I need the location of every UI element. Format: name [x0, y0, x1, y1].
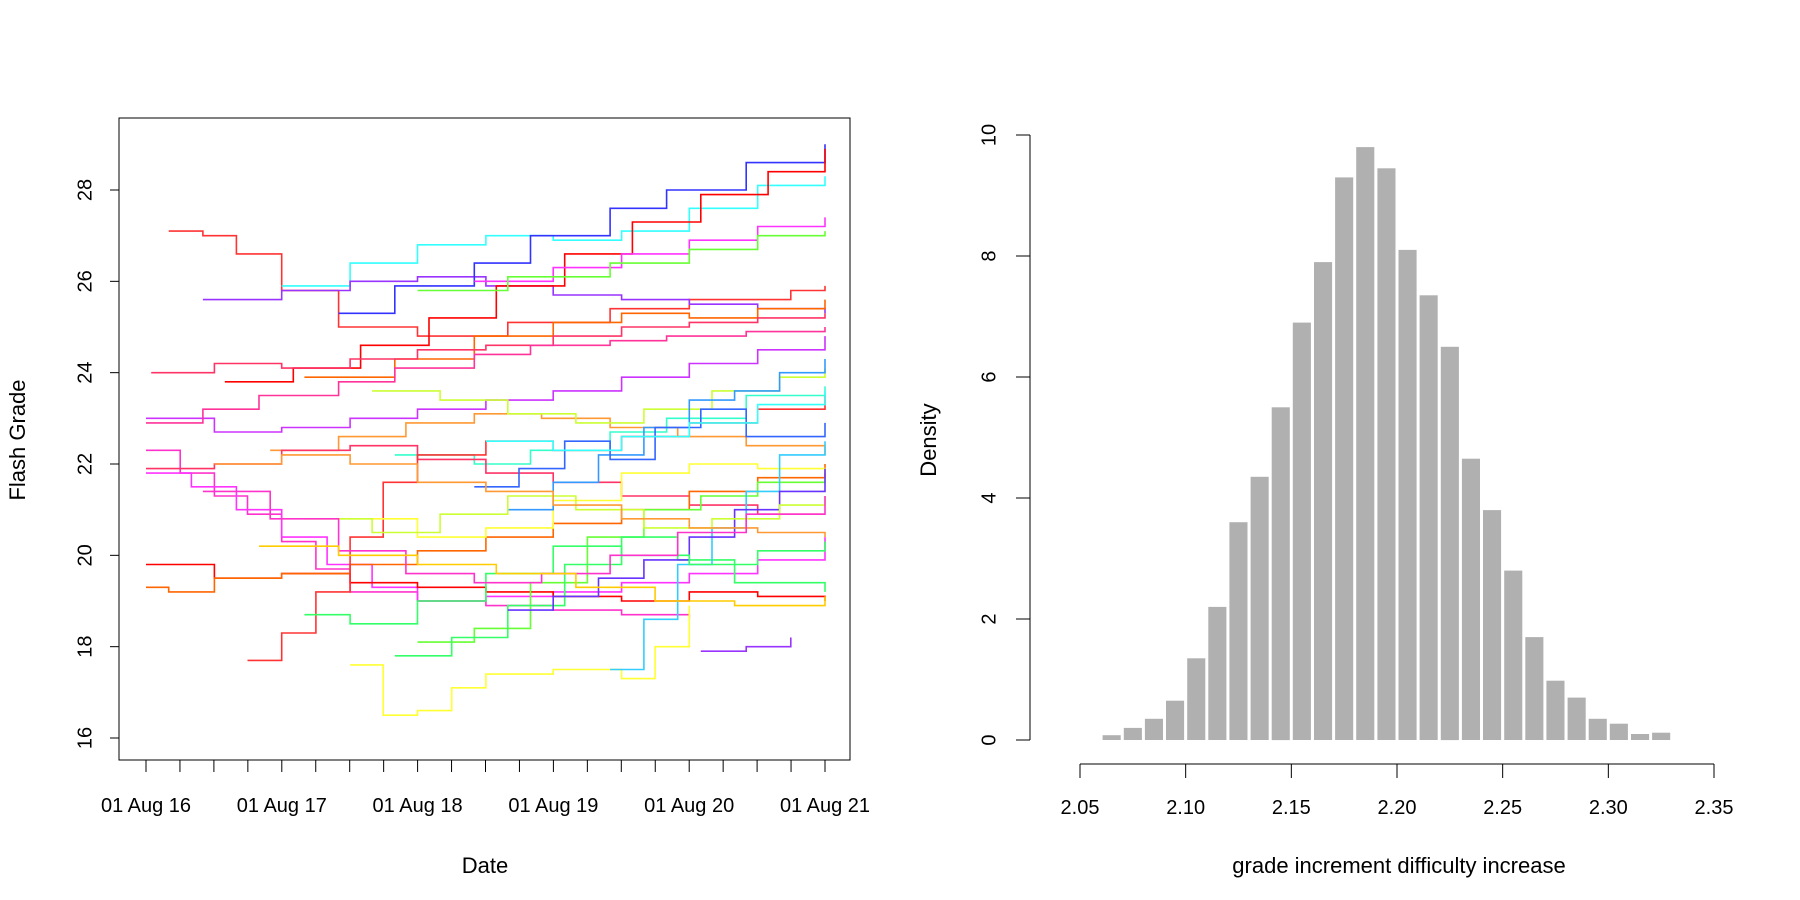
x-tick-label: 01 Aug 19 — [508, 795, 598, 817]
histogram-bar — [1398, 249, 1417, 740]
series-line-22 — [338, 463, 826, 538]
histogram-bar — [1588, 718, 1607, 740]
series-line-12 — [270, 413, 826, 455]
y-tick-label: 28 — [74, 179, 96, 201]
series-line-3 — [202, 276, 826, 314]
x-tick-label: 2.20 — [1378, 797, 1417, 819]
series-line-1 — [168, 230, 826, 337]
y-tick-label: 16 — [74, 727, 96, 749]
y-axis-label: Flash Grade — [5, 379, 30, 500]
histogram-bar — [1504, 570, 1523, 740]
histogram-bar — [1483, 510, 1502, 740]
series-line-24 — [394, 536, 826, 657]
y-tick-label: 20 — [74, 544, 96, 566]
y-axis: 0 2 4 6 8 10 — [978, 124, 1031, 746]
histogram-bar — [1250, 476, 1269, 740]
series-line-33 — [700, 637, 792, 652]
x-tick-label: 2.10 — [1166, 797, 1205, 819]
x-tick-label: 2.05 — [1061, 797, 1100, 819]
x-tick-label: 01 Aug 16 — [101, 795, 191, 817]
series-line-26 — [507, 359, 826, 511]
series-line-5 — [224, 148, 826, 383]
histogram-bar — [1419, 295, 1438, 740]
histogram-bar — [1123, 727, 1142, 740]
histogram-bar — [1525, 637, 1544, 740]
histogram-bar — [1208, 606, 1227, 740]
x-axis-label: grade increment difficulty increase — [1232, 853, 1565, 878]
y-tick-label: 26 — [74, 270, 96, 292]
histogram-bar — [1187, 658, 1206, 740]
histogram-bar — [1271, 407, 1290, 741]
histogram-bar — [1335, 177, 1354, 740]
y-tick-label: 10 — [978, 124, 1000, 146]
series-line-9 — [151, 313, 826, 374]
histogram-bar — [1631, 734, 1650, 740]
histogram-bar — [1546, 680, 1565, 740]
x-tick-label: 01 Aug 20 — [644, 795, 734, 817]
series-line-32 — [485, 390, 826, 452]
y-tick-label: 6 — [978, 371, 1000, 382]
y-tick-label: 0 — [978, 734, 1000, 745]
series-lines — [146, 144, 826, 716]
histogram-bar — [1440, 346, 1459, 741]
series-line-19 — [146, 464, 826, 593]
histogram-bar — [1461, 458, 1480, 740]
y-tick-label: 8 — [978, 250, 1000, 261]
histogram-bar — [1229, 522, 1248, 740]
y-tick-label: 24 — [74, 362, 96, 384]
x-axis: 01 Aug 16 01 Aug 17 01 Aug 18 01 Aug 19 01 A… — [101, 759, 870, 817]
series-line-4 — [338, 144, 826, 315]
histogram-bars — [1102, 147, 1671, 741]
series-line-31 — [214, 454, 826, 538]
y-axis-label: Density — [916, 403, 941, 476]
histogram-bar — [1356, 147, 1375, 741]
histogram-bar — [1377, 168, 1396, 741]
x-tick-label: 2.25 — [1483, 797, 1522, 819]
series-line-8 — [304, 299, 826, 378]
series-line-34 — [202, 490, 826, 584]
y-tick-label: 2 — [978, 613, 1000, 624]
y-tick-label: 22 — [74, 453, 96, 475]
series-line-7 — [417, 231, 826, 292]
difficulty-histogram: 0 2 4 6 8 10 2.05 2.10 2.15 2.20 2.25 2.30 2.35 gra… — [916, 124, 1733, 878]
series-line-28 — [507, 468, 826, 611]
x-tick-label: 01 Aug 17 — [237, 795, 327, 817]
x-axis: 2.05 2.10 2.15 2.20 2.25 2.30 2.35 — [1061, 763, 1734, 819]
histogram-bar — [1144, 718, 1163, 740]
plot-frame — [118, 117, 851, 761]
series-line-6 — [474, 217, 826, 283]
series-line-11 — [146, 327, 826, 424]
series-line-14 — [394, 386, 826, 465]
x-tick-label: 01 Aug 21 — [780, 795, 870, 817]
histogram-bar — [1166, 700, 1185, 740]
histogram-bar — [1652, 732, 1671, 740]
y-tick-label: 4 — [978, 492, 1000, 503]
series-line-27 — [474, 408, 826, 488]
series-line-2 — [281, 176, 826, 287]
y-axis: 16 18 20 22 24 26 28 — [74, 179, 119, 749]
y-tick-label: 18 — [74, 636, 96, 658]
x-tick-label: 01 Aug 18 — [373, 795, 463, 817]
histogram-bar — [1609, 723, 1628, 740]
x-axis-label: Date — [462, 853, 508, 878]
x-tick-label: 2.15 — [1272, 797, 1311, 819]
histogram-bar — [1292, 322, 1311, 740]
x-tick-label: 2.35 — [1695, 797, 1734, 819]
series-line-21 — [350, 605, 691, 716]
histogram-bar — [1314, 262, 1333, 740]
x-tick-label: 2.30 — [1589, 797, 1628, 819]
histogram-bar — [1567, 697, 1586, 740]
histogram-bar — [1102, 735, 1121, 740]
series-line-29 — [304, 541, 826, 625]
series-line-35 — [259, 545, 826, 607]
